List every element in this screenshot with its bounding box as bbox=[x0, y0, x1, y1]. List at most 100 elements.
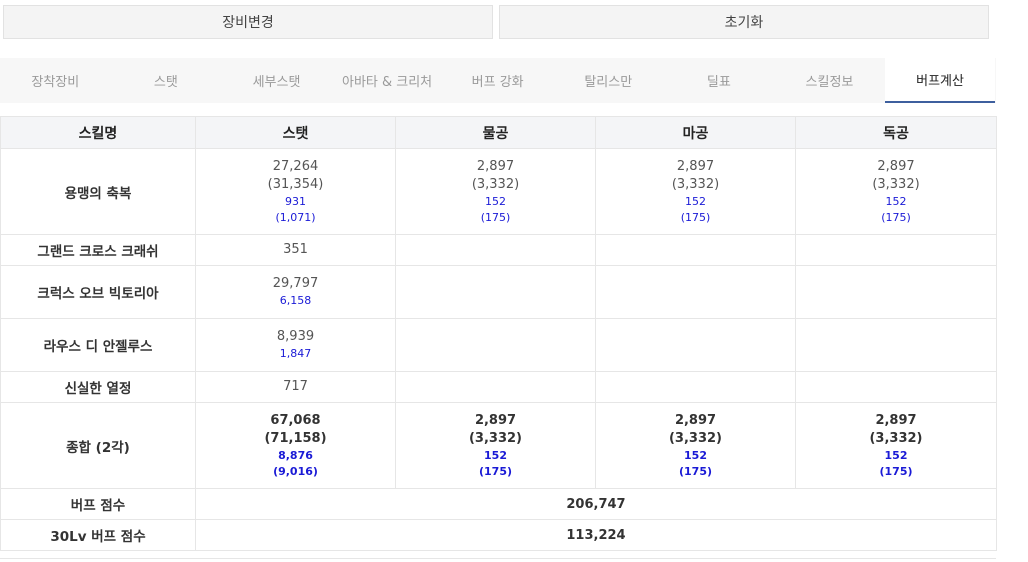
value: 2,897 bbox=[676, 158, 715, 174]
buff-score-label: 버프 점수 bbox=[0, 488, 196, 520]
table-header-row: 스킬명 스탯 물공 마공 독공 bbox=[0, 116, 997, 149]
physical-cell bbox=[395, 265, 596, 319]
tab-buff-calc[interactable]: 버프계산 bbox=[884, 58, 996, 103]
magic-cell: 2,897 (3,332) 152 (175) bbox=[595, 148, 796, 235]
value: 2,897 bbox=[877, 158, 915, 174]
header-stat: 스탯 bbox=[195, 116, 396, 149]
tab-bar: 장착장비 스탯 세부스탯 아바타 & 크리처 버프 강화 탈리스만 딜표 스킬정… bbox=[0, 58, 996, 103]
tab-buff-enhance[interactable]: 버프 강화 bbox=[471, 75, 524, 90]
magic-cell bbox=[595, 371, 796, 403]
value-max: (3,332) bbox=[471, 176, 520, 192]
divider bbox=[0, 558, 996, 559]
value-max: (3,332) bbox=[869, 430, 923, 446]
table-row: 라우스 디 안젤루스 8,939 1,847 bbox=[0, 318, 997, 372]
tab-detailed-stats[interactable]: 세부스탯 bbox=[252, 75, 301, 90]
physical-cell bbox=[395, 234, 596, 266]
buff-value-max: (175) bbox=[678, 464, 713, 478]
stat-cell: 351 bbox=[195, 234, 396, 266]
value: 2,897 bbox=[476, 158, 515, 174]
value: 27,264 bbox=[272, 158, 319, 174]
buff-value-max: (9,016) bbox=[273, 464, 318, 478]
buff-value: 1,847 bbox=[279, 347, 312, 360]
magic-cell bbox=[595, 318, 796, 372]
stat-cell: 8,939 1,847 bbox=[195, 318, 396, 372]
buff-score-30-label: 30Lv 버프 점수 bbox=[0, 519, 196, 551]
header-magic-atk: 마공 bbox=[595, 116, 796, 149]
independent-cell: 2,897 (3,332) 152 (175) bbox=[795, 402, 997, 489]
magic-cell: 2,897 (3,332) 152 (175) bbox=[595, 402, 796, 489]
independent-cell: 2,897 (3,332) 152 (175) bbox=[795, 148, 997, 235]
skill-name: 신실한 열정 bbox=[0, 371, 196, 403]
buff-value-max: (1,071) bbox=[275, 210, 316, 224]
independent-cell bbox=[795, 371, 997, 403]
value: 8,939 bbox=[276, 329, 315, 344]
tab-equipped-gear[interactable]: 장착장비 bbox=[31, 75, 80, 90]
stat-cell: 27,264 (31,354) 931 (1,071) bbox=[195, 148, 396, 235]
value-max: (71,158) bbox=[264, 430, 327, 446]
independent-cell bbox=[795, 234, 997, 266]
equipment-change-button[interactable]: 장비변경 bbox=[3, 5, 493, 39]
buff-value-max: (175) bbox=[478, 464, 513, 478]
value-max: (3,332) bbox=[872, 176, 920, 192]
value: 29,797 bbox=[272, 276, 319, 291]
value: 67,068 bbox=[270, 412, 321, 428]
tab-damage-table[interactable]: 딜표 bbox=[706, 75, 731, 90]
magic-cell bbox=[595, 265, 796, 319]
buff-value: 152 bbox=[684, 448, 707, 462]
value: 2,897 bbox=[875, 412, 917, 428]
buff-value-max: (175) bbox=[680, 210, 711, 224]
skill-name: 크럭스 오브 빅토리아 bbox=[0, 265, 196, 319]
independent-cell bbox=[795, 265, 997, 319]
skill-name: 용맹의 축복 bbox=[0, 148, 196, 235]
buff-value: 6,158 bbox=[279, 294, 312, 307]
value-max: (31,354) bbox=[267, 176, 324, 192]
magic-cell bbox=[595, 234, 796, 266]
value-max: (3,332) bbox=[671, 176, 720, 192]
reset-button[interactable]: 초기화 bbox=[499, 5, 989, 39]
buff-value: 152 bbox=[885, 194, 907, 208]
stat-cell: 29,797 6,158 bbox=[195, 265, 396, 319]
header-skill-name: 스킬명 bbox=[0, 116, 196, 149]
skill-name: 종합 (2각) bbox=[0, 402, 196, 489]
value: 351 bbox=[283, 242, 308, 257]
table-row: 크럭스 오브 빅토리아 29,797 6,158 bbox=[0, 265, 997, 319]
buff-value-max: (175) bbox=[879, 464, 913, 478]
buff-value: 8,876 bbox=[278, 448, 313, 462]
header-physical-atk: 물공 bbox=[395, 116, 596, 149]
skill-name: 그랜드 크로스 크래쉬 bbox=[0, 234, 196, 266]
independent-cell bbox=[795, 318, 997, 372]
physical-cell bbox=[395, 318, 596, 372]
tab-stats[interactable]: 스탯 bbox=[153, 75, 178, 90]
buff-value: 931 bbox=[285, 194, 306, 208]
buff-value-max: (175) bbox=[480, 210, 511, 224]
buff-score-30-row: 30Lv 버프 점수 113,224 bbox=[0, 519, 997, 551]
buff-score-value: 206,747 bbox=[195, 488, 997, 520]
physical-cell: 2,897 (3,332) 152 (175) bbox=[395, 148, 596, 235]
table-row-total: 종합 (2각) 67,068 (71,158) 8,876 (9,016) 2,… bbox=[0, 402, 997, 489]
tab-avatar-creature[interactable]: 아바타 & 크리처 bbox=[341, 75, 433, 90]
stat-cell: 717 bbox=[195, 371, 396, 403]
physical-cell bbox=[395, 371, 596, 403]
table-row: 신실한 열정 717 bbox=[0, 371, 997, 403]
stat-cell: 67,068 (71,158) 8,876 (9,016) bbox=[195, 402, 396, 489]
value: 717 bbox=[283, 379, 308, 394]
table-row: 용맹의 축복 27,264 (31,354) 931 (1,071) 2,897… bbox=[0, 148, 997, 235]
buff-value: 152 bbox=[884, 448, 908, 462]
physical-cell: 2,897 (3,332) 152 (175) bbox=[395, 402, 596, 489]
value-max: (3,332) bbox=[468, 430, 522, 446]
value: 2,897 bbox=[674, 412, 717, 428]
buff-score-30-value: 113,224 bbox=[195, 519, 997, 551]
buff-value-max: (175) bbox=[881, 210, 911, 224]
skill-name: 라우스 디 안젤루스 bbox=[0, 318, 196, 372]
value: 2,897 bbox=[474, 412, 517, 428]
buff-value: 152 bbox=[485, 194, 506, 208]
buff-score-row: 버프 점수 206,747 bbox=[0, 488, 997, 520]
buff-value: 152 bbox=[484, 448, 507, 462]
tab-skill-info[interactable]: 스킬정보 bbox=[805, 75, 854, 90]
buff-value: 152 bbox=[685, 194, 706, 208]
tab-talisman[interactable]: 탈리스만 bbox=[584, 75, 633, 90]
header-independent-atk: 독공 bbox=[795, 116, 997, 149]
value-max: (3,332) bbox=[668, 430, 722, 446]
table-row: 그랜드 크로스 크래쉬 351 bbox=[0, 234, 997, 266]
buff-table: 스킬명 스탯 물공 마공 독공 용맹의 축복 27,264 (31,354) 9… bbox=[0, 116, 997, 551]
